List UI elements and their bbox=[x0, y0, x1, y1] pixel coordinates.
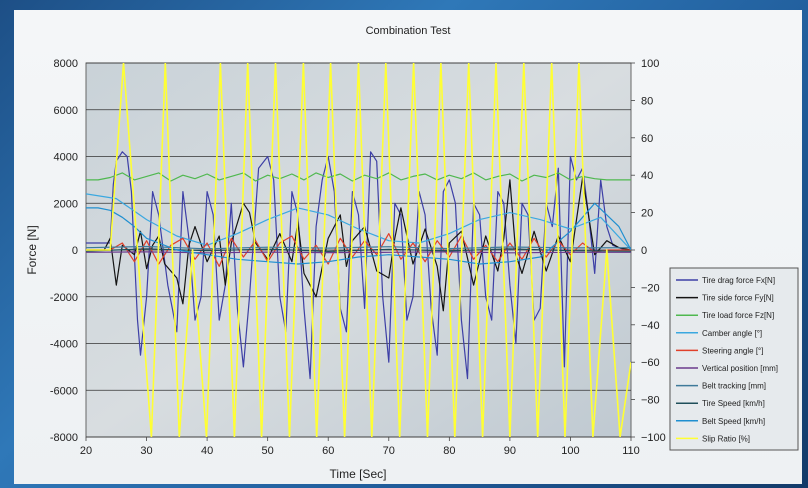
y-tick-label: 8000 bbox=[54, 58, 78, 70]
left-axis-ticks: 8000 6000 4000 2000 0 -2000 -4000 -6000 -8000 bbox=[50, 58, 78, 444]
legend-label: Tire side force Fy[N] bbox=[702, 294, 774, 303]
legend-label: Slip Ratio [%] bbox=[702, 434, 750, 443]
legend-label: Belt tracking [mm] bbox=[702, 382, 766, 391]
legend-label: Vertical position [mm] bbox=[702, 364, 778, 373]
legend-label: Belt Speed [km/h] bbox=[702, 417, 765, 426]
series-line bbox=[86, 251, 631, 254]
x-tick-label: 30 bbox=[140, 445, 152, 457]
x-tick-label: 20 bbox=[80, 445, 92, 457]
y-tick-label: 0 bbox=[72, 245, 78, 257]
y-tick-label: 2000 bbox=[54, 198, 78, 210]
x-tick-label: 50 bbox=[262, 445, 274, 457]
legend-label: Tire drag force Fx[N] bbox=[702, 276, 775, 285]
series-line bbox=[86, 151, 631, 380]
x-tick-label: 40 bbox=[201, 445, 213, 457]
series-line bbox=[86, 245, 631, 250]
y-tick-label: -2000 bbox=[50, 292, 78, 304]
y-tick-label: -4000 bbox=[50, 339, 78, 351]
chart-panel: Combination Test 8000 6000 4000 2000 0 -2000 -… bbox=[14, 10, 802, 484]
y2-tick-label: 60 bbox=[641, 133, 653, 145]
y2-tick-label: −20 bbox=[641, 282, 660, 294]
y2-tick-label: −100 bbox=[641, 432, 666, 444]
chart-title: Combination Test bbox=[366, 25, 451, 37]
y2-tick-label: 80 bbox=[641, 95, 653, 107]
x-tick-label: 60 bbox=[322, 445, 334, 457]
x-tick-label: 80 bbox=[443, 445, 455, 457]
y2-tick-label: 100 bbox=[641, 58, 659, 70]
series-line bbox=[86, 193, 631, 251]
series-line bbox=[86, 233, 631, 267]
combination-test-chart: Combination Test 8000 6000 4000 2000 0 -2000 -… bbox=[25, 25, 799, 481]
data-series bbox=[86, 63, 631, 437]
right-axis-ticks: 100 80 60 40 20 0 −20 −40 −60 −80 −100 bbox=[631, 58, 666, 444]
y2-tick-label: 0 bbox=[641, 245, 647, 257]
legend-label: Camber angle [°] bbox=[702, 329, 762, 338]
y2-tick-label: −40 bbox=[641, 320, 660, 332]
y-tick-label: -6000 bbox=[50, 385, 78, 397]
series-line bbox=[86, 172, 631, 182]
x-axis-ticks: 20 30 40 50 60 70 80 90 100 110 bbox=[80, 437, 640, 457]
legend: Tire drag force Fx[N] Tire side force Fy[… bbox=[669, 267, 799, 451]
y2-tick-label: −60 bbox=[641, 357, 660, 369]
x-tick-label: 70 bbox=[383, 445, 395, 457]
legend-label: Steering angle [°] bbox=[702, 346, 763, 355]
y-axis-label: Force [N] bbox=[25, 225, 39, 274]
y2-tick-label: 40 bbox=[641, 170, 653, 182]
x-tick-label: 110 bbox=[622, 445, 640, 457]
y-tick-label: 4000 bbox=[54, 152, 78, 164]
y-tick-label: 6000 bbox=[54, 105, 78, 117]
x-tick-label: 90 bbox=[504, 445, 516, 457]
x-axis-label: Time [Sec] bbox=[330, 467, 387, 481]
legend-label: Tire Speed [km/h] bbox=[702, 399, 765, 408]
series-line bbox=[86, 202, 631, 265]
series-line bbox=[86, 63, 631, 437]
x-tick-label: 100 bbox=[561, 445, 579, 457]
y2-tick-label: −80 bbox=[641, 395, 660, 407]
legend-label: Tire load force Fz[N] bbox=[702, 311, 774, 320]
y2-tick-label: 20 bbox=[641, 208, 653, 220]
gridlines bbox=[86, 62, 631, 438]
y-tick-label: -8000 bbox=[50, 432, 78, 444]
